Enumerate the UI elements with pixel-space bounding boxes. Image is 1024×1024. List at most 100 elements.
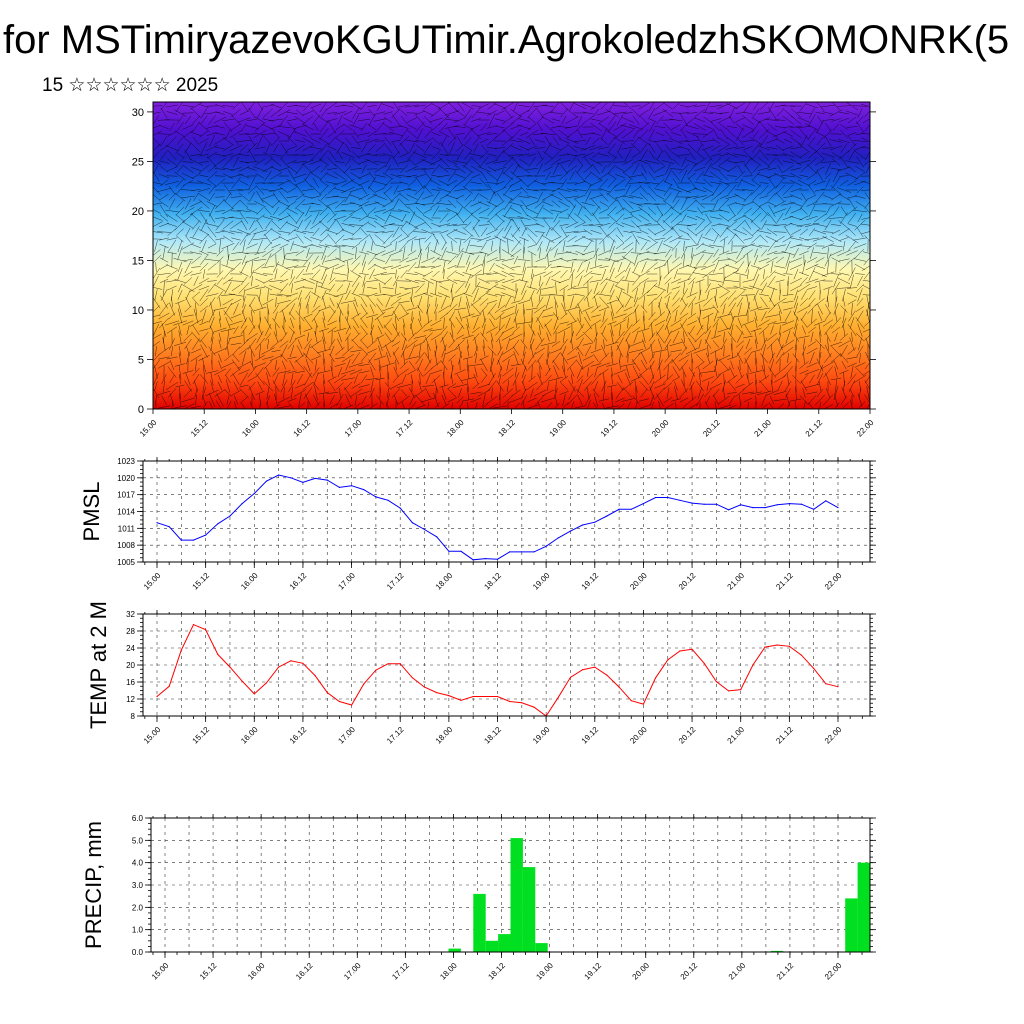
x-tick-label: 17.12 bbox=[394, 418, 415, 439]
y-tick-label: 20 bbox=[126, 661, 135, 670]
data-point bbox=[642, 503, 645, 505]
data-point bbox=[740, 504, 742, 506]
data-point bbox=[667, 496, 669, 499]
y-tick-label: 0.0 bbox=[132, 948, 144, 957]
x-tick-label: 15.00 bbox=[142, 725, 163, 746]
data-point bbox=[618, 686, 620, 688]
y-tick-label: 28 bbox=[126, 627, 135, 636]
y-tick-label: 30 bbox=[132, 107, 144, 119]
y-tick-label: 32 bbox=[126, 610, 135, 619]
panel-frame bbox=[142, 460, 871, 563]
y-axis-label: PRECIP, mm bbox=[81, 821, 106, 949]
x-tick-label: 20.12 bbox=[679, 961, 700, 982]
x-tick-label: 19.00 bbox=[534, 961, 555, 982]
y-tick-label: 15 bbox=[132, 255, 144, 267]
x-tick-label: 17.00 bbox=[336, 725, 357, 746]
x-tick-label: 19.12 bbox=[583, 961, 604, 982]
x-tick-label: 17.12 bbox=[390, 961, 411, 982]
x-tick-label: 17.12 bbox=[385, 571, 406, 592]
data-point bbox=[752, 664, 754, 666]
data-point bbox=[825, 500, 827, 502]
data-point bbox=[302, 481, 304, 483]
panel-frame bbox=[142, 613, 871, 717]
data-point bbox=[800, 503, 803, 505]
x-tick-label: 15.12 bbox=[191, 725, 212, 746]
data-point bbox=[326, 479, 328, 481]
data-point bbox=[423, 528, 426, 531]
data-point bbox=[314, 675, 316, 677]
x-tick-label: 15.12 bbox=[198, 961, 219, 982]
precip-bar bbox=[473, 893, 486, 952]
data-point bbox=[411, 677, 413, 679]
x-tick-label: 15.00 bbox=[150, 961, 171, 982]
data-point bbox=[399, 663, 401, 665]
x-tick-label: 21.00 bbox=[726, 571, 747, 592]
data-point bbox=[290, 477, 292, 479]
x-tick-label: 20.00 bbox=[631, 961, 652, 982]
x-tick-label: 18.12 bbox=[482, 571, 503, 592]
data-point bbox=[229, 515, 231, 517]
data-point bbox=[205, 629, 207, 631]
data-point bbox=[837, 507, 839, 509]
y-tick-label: 16 bbox=[126, 678, 135, 687]
data-point bbox=[460, 550, 462, 552]
data-point bbox=[521, 702, 523, 704]
y-tick-label: 5 bbox=[138, 354, 144, 366]
data-point bbox=[436, 536, 438, 538]
data-point bbox=[667, 659, 669, 661]
data-point bbox=[691, 502, 693, 504]
data-point bbox=[740, 689, 742, 691]
data-point bbox=[484, 558, 486, 560]
x-tick-label: 18.00 bbox=[434, 725, 455, 746]
x-tick-label: 15.12 bbox=[189, 418, 210, 439]
data-point bbox=[776, 504, 778, 506]
data-point bbox=[813, 667, 815, 670]
precip-bar bbox=[510, 838, 523, 952]
data-point bbox=[217, 653, 219, 656]
data-point bbox=[229, 666, 231, 668]
precipitation-panel: 0.0 1.0 2.0 3.0 4.0 5.0 6.0 15.00 15.12 16.00 16.1… bbox=[81, 814, 876, 982]
x-tick-label: 19.12 bbox=[580, 571, 601, 592]
data-point bbox=[496, 558, 499, 560]
x-tick-label: 19.00 bbox=[531, 725, 552, 746]
data-point bbox=[302, 662, 304, 664]
data-point bbox=[156, 695, 158, 698]
data-point bbox=[180, 649, 182, 651]
data-point bbox=[387, 663, 389, 665]
x-tick-label: 16.12 bbox=[294, 961, 315, 982]
panel-frame bbox=[150, 817, 871, 953]
x-tick-label: 16.12 bbox=[288, 571, 309, 592]
y-tick-label: 1014 bbox=[117, 508, 135, 517]
x-tick-label: 19.12 bbox=[599, 418, 620, 439]
data-point bbox=[399, 507, 401, 509]
y-tick-label: 25 bbox=[132, 156, 144, 168]
data-point bbox=[630, 508, 632, 510]
data-point bbox=[837, 686, 839, 688]
data-point bbox=[728, 690, 730, 692]
data-point bbox=[764, 507, 766, 509]
data-point bbox=[752, 507, 754, 509]
data-point bbox=[448, 695, 450, 697]
y-tick-label: 1.0 bbox=[132, 926, 144, 935]
x-tick-label: 19.12 bbox=[580, 725, 601, 746]
x-tick-label: 18.12 bbox=[496, 418, 517, 439]
precip-bar bbox=[770, 950, 784, 952]
x-tick-label: 22.00 bbox=[823, 725, 844, 746]
data-point bbox=[825, 683, 827, 685]
y-tick-label: 20 bbox=[132, 206, 144, 218]
data-point bbox=[703, 662, 705, 664]
data-point bbox=[180, 539, 182, 541]
x-tick-label: 16.12 bbox=[292, 418, 313, 439]
data-point bbox=[278, 474, 280, 476]
y-tick-label: 10 bbox=[132, 305, 144, 317]
data-point bbox=[448, 550, 450, 552]
x-tick-label: 21.12 bbox=[774, 725, 795, 746]
data-point bbox=[253, 693, 255, 695]
x-tick-label: 18.00 bbox=[434, 571, 455, 592]
data-point bbox=[265, 480, 267, 482]
data-point bbox=[423, 686, 426, 688]
data-point bbox=[326, 692, 328, 694]
wind-vector-field bbox=[153, 102, 870, 409]
x-tick-label: 16.12 bbox=[288, 725, 309, 746]
